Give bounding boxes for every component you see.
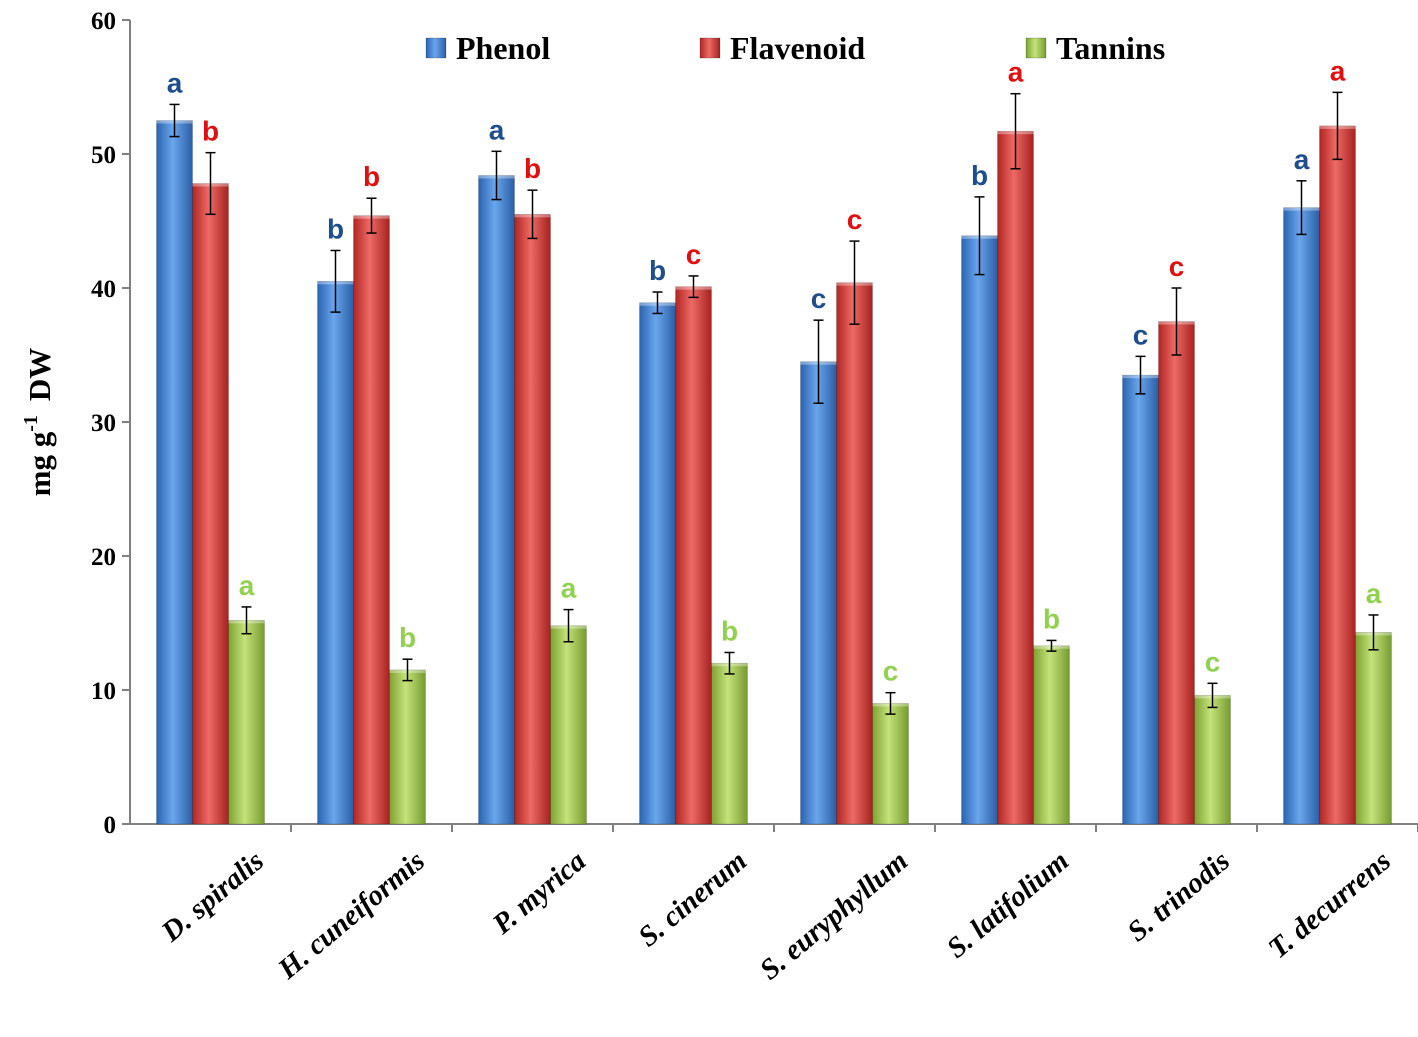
y-tick-label: 10	[91, 678, 116, 705]
category-label-s-trinodis: S. trinodis	[1122, 845, 1236, 948]
category-label-s-cinerum: S. cinerum	[632, 845, 753, 953]
category-label-d-spiralis: D. spiralis	[155, 845, 270, 949]
significance-letter-flavenoid-d-spiralis: b	[202, 116, 219, 147]
significance-letter-phenol-t-decurrens: a	[1294, 144, 1310, 175]
bar-flavenoid-s-trinodis	[1158, 321, 1195, 825]
category-label-p-myrica: P. myrica	[486, 845, 592, 941]
bar-phenol-s-trinodis	[1122, 374, 1159, 825]
significance-letter-tannins-s-trinodis: c	[1205, 646, 1221, 677]
significance-letter-tannins-p-myrica: a	[561, 573, 577, 604]
bar-tannins-t-decurrens	[1355, 632, 1392, 825]
significance-letter-tannins-s-cinerum: b	[721, 615, 738, 646]
bar-phenol-t-decurrens	[1283, 207, 1320, 825]
y-axis-label-superscript: -1	[20, 415, 42, 432]
significance-letter-phenol-h-cuneiformis: b	[327, 213, 344, 244]
legend-label-flavenoid: Flavenoid	[730, 30, 865, 66]
category-label-group: S. euryphyllum	[754, 845, 914, 987]
significance-letter-phenol-p-myrica: a	[489, 114, 505, 145]
category-label-h-cuneiformis: H. cuneiformis	[271, 845, 431, 986]
bar-tannins-s-trinodis	[1194, 695, 1231, 825]
significance-letter-phenol-s-latifolium: b	[971, 160, 988, 191]
y-tick-label: 30	[91, 410, 116, 437]
bar-phenol-p-myrica	[478, 175, 515, 825]
bar-tannins-h-cuneiformis	[389, 669, 426, 825]
bar-phenol-d-spiralis	[156, 120, 193, 825]
legend-label-phenol: Phenol	[456, 30, 550, 66]
category-label-group: S. cinerum	[632, 845, 753, 953]
significance-letter-tannins-t-decurrens: a	[1366, 578, 1382, 609]
y-tick-label: 20	[91, 544, 116, 571]
y-tick-label: 0	[104, 812, 117, 839]
legend-swatch-flavenoid	[699, 37, 721, 59]
significance-letter-flavenoid-p-myrica: b	[524, 153, 541, 184]
y-tick-label: 60	[91, 8, 116, 35]
legend: Phenol Flavenoid Tannins	[425, 30, 1165, 66]
bar-flavenoid-s-euryphyllum	[836, 282, 873, 825]
category-label-group: S. latifolium	[941, 845, 1075, 965]
legend-swatch-tannins	[1025, 37, 1047, 59]
category-label-group: D. spiralis	[155, 845, 270, 949]
category-label-group: H. cuneiformis	[271, 845, 431, 986]
bar-flavenoid-p-myrica	[514, 214, 551, 825]
y-axis-label: mg g-1 DW	[20, 348, 57, 497]
significance-letter-flavenoid-s-cinerum: c	[686, 239, 702, 270]
significance-letter-phenol-s-cinerum: b	[649, 255, 666, 286]
bar-flavenoid-h-cuneiformis	[353, 215, 390, 825]
bar-tannins-s-cinerum	[711, 662, 748, 825]
significance-letter-tannins-s-latifolium: b	[1043, 603, 1060, 634]
bar-flavenoid-d-spiralis	[192, 183, 229, 825]
error-bars	[169, 91, 1379, 715]
y-tick-label: 40	[91, 276, 116, 303]
significance-letter-tannins-d-spiralis: a	[239, 570, 255, 601]
x-ticks	[290, 824, 1418, 832]
y-axis-label-suffix: DW	[22, 348, 57, 401]
category-label-group: T. decurrens	[1262, 845, 1397, 965]
bar-flavenoid-t-decurrens	[1319, 125, 1356, 825]
significance-letter-flavenoid-s-latifolium: a	[1008, 57, 1024, 88]
bar-flavenoid-s-latifolium	[997, 130, 1034, 825]
significance-letter-phenol-d-spiralis: a	[167, 67, 183, 98]
bar-flavenoid-s-cinerum	[675, 286, 712, 825]
y-axis-label-text: mg g-1 DW	[20, 348, 57, 497]
category-label-s-latifolium: S. latifolium	[941, 845, 1075, 965]
significance-letter-flavenoid-s-euryphyllum: c	[847, 204, 863, 235]
bar-phenol-s-latifolium	[961, 235, 998, 825]
category-label-s-euryphyllum: S. euryphyllum	[754, 845, 914, 987]
bar-tannins-p-myrica	[550, 625, 587, 825]
legend-swatch-phenol	[425, 37, 447, 59]
category-label-group: P. myrica	[486, 845, 592, 941]
bar-tannins-d-spiralis	[228, 620, 265, 825]
category-label-group: S. trinodis	[1122, 845, 1236, 948]
bar-phenol-s-euryphyllum	[800, 361, 837, 825]
category-labels: D. spiralis H. cuneiformis P. myrica S. cin…	[155, 845, 1397, 987]
significance-letter-phenol-s-trinodis: c	[1133, 319, 1149, 350]
significance-letter-tannins-s-euryphyllum: c	[883, 656, 899, 687]
legend-label-tannins: Tannins	[1056, 30, 1165, 66]
significance-letter-tannins-h-cuneiformis: b	[399, 622, 416, 653]
significance-letter-flavenoid-s-trinodis: c	[1169, 251, 1185, 282]
y-axis-label-main: mg g	[22, 431, 57, 496]
category-label-t-decurrens: T. decurrens	[1262, 845, 1397, 965]
significance-letter-flavenoid-t-decurrens: a	[1330, 55, 1346, 86]
significance-letter-flavenoid-h-cuneiformis: b	[363, 161, 380, 192]
bar-phenol-h-cuneiformis	[317, 280, 354, 825]
bar-phenol-s-cinerum	[639, 302, 676, 825]
significance-letter-phenol-s-euryphyllum: c	[811, 283, 827, 314]
bar-tannins-s-euryphyllum	[872, 703, 909, 825]
bars	[156, 120, 1392, 825]
bar-tannins-s-latifolium	[1033, 645, 1070, 825]
y-tick-label: 50	[91, 142, 116, 169]
y-ticks: 0 10 20 30 40 50 60	[91, 8, 130, 839]
